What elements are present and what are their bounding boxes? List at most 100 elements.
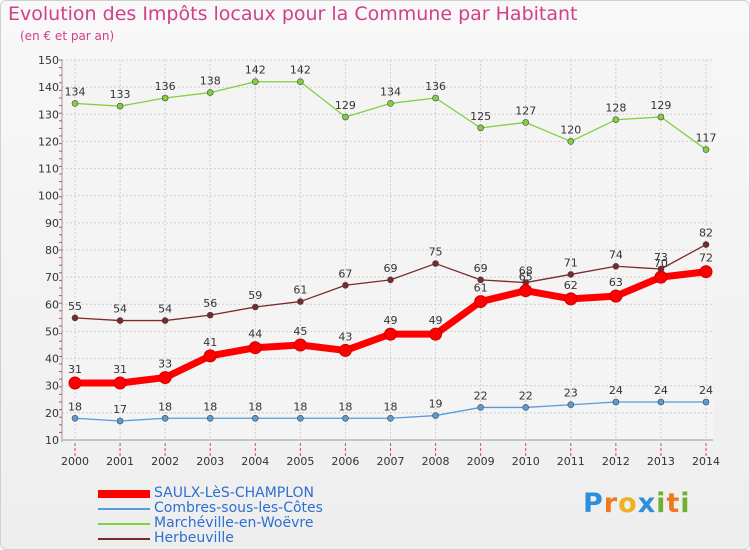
x-tick-label: 2001	[106, 455, 134, 468]
data-label: 69	[474, 262, 488, 275]
data-label: 45	[293, 325, 307, 338]
data-label: 74	[609, 248, 623, 261]
proxiti-logo: Proxiti	[583, 488, 691, 519]
data-point	[567, 138, 575, 145]
data-point	[384, 327, 397, 341]
data-point	[474, 295, 488, 309]
data-label: 41	[203, 336, 217, 349]
data-label: 129	[650, 99, 671, 112]
data-point	[206, 414, 214, 422]
data-label: 75	[429, 246, 443, 259]
data-label: 138	[200, 75, 221, 88]
data-point	[203, 349, 217, 363]
data-point	[477, 124, 484, 132]
data-point	[702, 241, 710, 248]
y-tick-label: 140	[38, 81, 59, 94]
data-label: 22	[474, 389, 488, 402]
data-label: 54	[158, 303, 172, 316]
data-point	[206, 311, 214, 319]
data-point	[116, 317, 124, 324]
data-point	[342, 281, 349, 289]
data-label: 23	[564, 387, 578, 400]
x-tick-label: 2003	[196, 455, 224, 468]
data-point	[251, 78, 259, 86]
legend-label: Herbeuville	[154, 530, 234, 546]
logo-letter: r	[603, 488, 619, 519]
data-label: 56	[203, 297, 217, 310]
data-label: 134	[380, 85, 401, 98]
legend-label: SAULX-LèS-CHAMPLON	[154, 485, 315, 501]
data-label: 24	[699, 384, 713, 397]
data-point	[699, 265, 713, 279]
x-tick-label: 2005	[286, 455, 314, 468]
data-point	[564, 292, 578, 306]
data-label: 71	[564, 256, 578, 269]
data-point	[71, 314, 79, 322]
data-label: 18	[293, 400, 307, 413]
data-point	[161, 94, 169, 102]
data-point	[702, 398, 710, 406]
x-tick-label: 2008	[422, 455, 450, 468]
legend-label: Combres-sous-les-Côtes	[154, 500, 323, 516]
data-point	[387, 100, 394, 107]
data-point	[161, 317, 169, 324]
data-label: 63	[609, 276, 623, 289]
data-label: 54	[113, 303, 127, 316]
data-label: 125	[470, 110, 491, 123]
y-tick-label: 60	[45, 298, 59, 311]
data-point	[519, 284, 533, 298]
data-label: 18	[384, 400, 398, 413]
x-tick-label: 2002	[151, 455, 179, 468]
data-point	[206, 89, 214, 96]
data-point	[657, 113, 665, 121]
data-label: 61	[293, 284, 307, 297]
x-tick-label: 2010	[512, 455, 540, 468]
data-label: 18	[338, 400, 352, 413]
y-tick-label: 150	[38, 54, 59, 67]
data-point	[654, 270, 668, 284]
data-point	[477, 276, 484, 284]
y-tick-label: 50	[45, 325, 59, 338]
y-tick-label: 40	[45, 353, 59, 366]
data-point	[429, 327, 443, 341]
data-point	[116, 102, 124, 110]
data-point	[293, 338, 307, 352]
y-tick-label: 120	[38, 135, 59, 148]
logo-letter: i	[680, 488, 691, 519]
y-tick-label: 130	[38, 108, 59, 121]
data-point	[432, 260, 439, 267]
data-point	[567, 401, 575, 409]
legend-swatch	[98, 522, 150, 525]
data-label: 62	[564, 279, 578, 292]
data-label: 117	[696, 132, 717, 145]
data-label: 18	[203, 400, 217, 413]
data-point	[342, 113, 349, 121]
data-label: 61	[474, 282, 488, 295]
data-point	[116, 417, 124, 425]
x-tick-label: 2012	[602, 455, 630, 468]
legend-label: Marchéville-en-Woëvre	[154, 515, 314, 531]
data-label: 120	[560, 123, 581, 136]
data-label: 19	[429, 398, 443, 411]
data-label: 49	[429, 314, 443, 327]
data-label: 49	[384, 314, 398, 327]
data-label: 72	[699, 252, 713, 265]
data-label: 67	[338, 267, 352, 280]
data-label: 134	[65, 85, 86, 98]
data-point	[71, 100, 79, 107]
data-point	[432, 94, 439, 102]
y-tick-label: 20	[45, 407, 59, 420]
data-label: 33	[158, 358, 172, 371]
data-label: 31	[68, 363, 82, 376]
y-tick-label: 30	[45, 380, 59, 393]
data-point	[251, 414, 259, 422]
data-label: 22	[519, 389, 533, 402]
data-label: 55	[68, 300, 82, 313]
data-label: 24	[609, 384, 623, 397]
data-label: 44	[248, 328, 262, 341]
data-point	[702, 146, 710, 153]
data-point	[612, 398, 620, 406]
data-label: 65	[519, 271, 533, 284]
data-point	[251, 303, 259, 311]
data-point	[71, 414, 79, 422]
